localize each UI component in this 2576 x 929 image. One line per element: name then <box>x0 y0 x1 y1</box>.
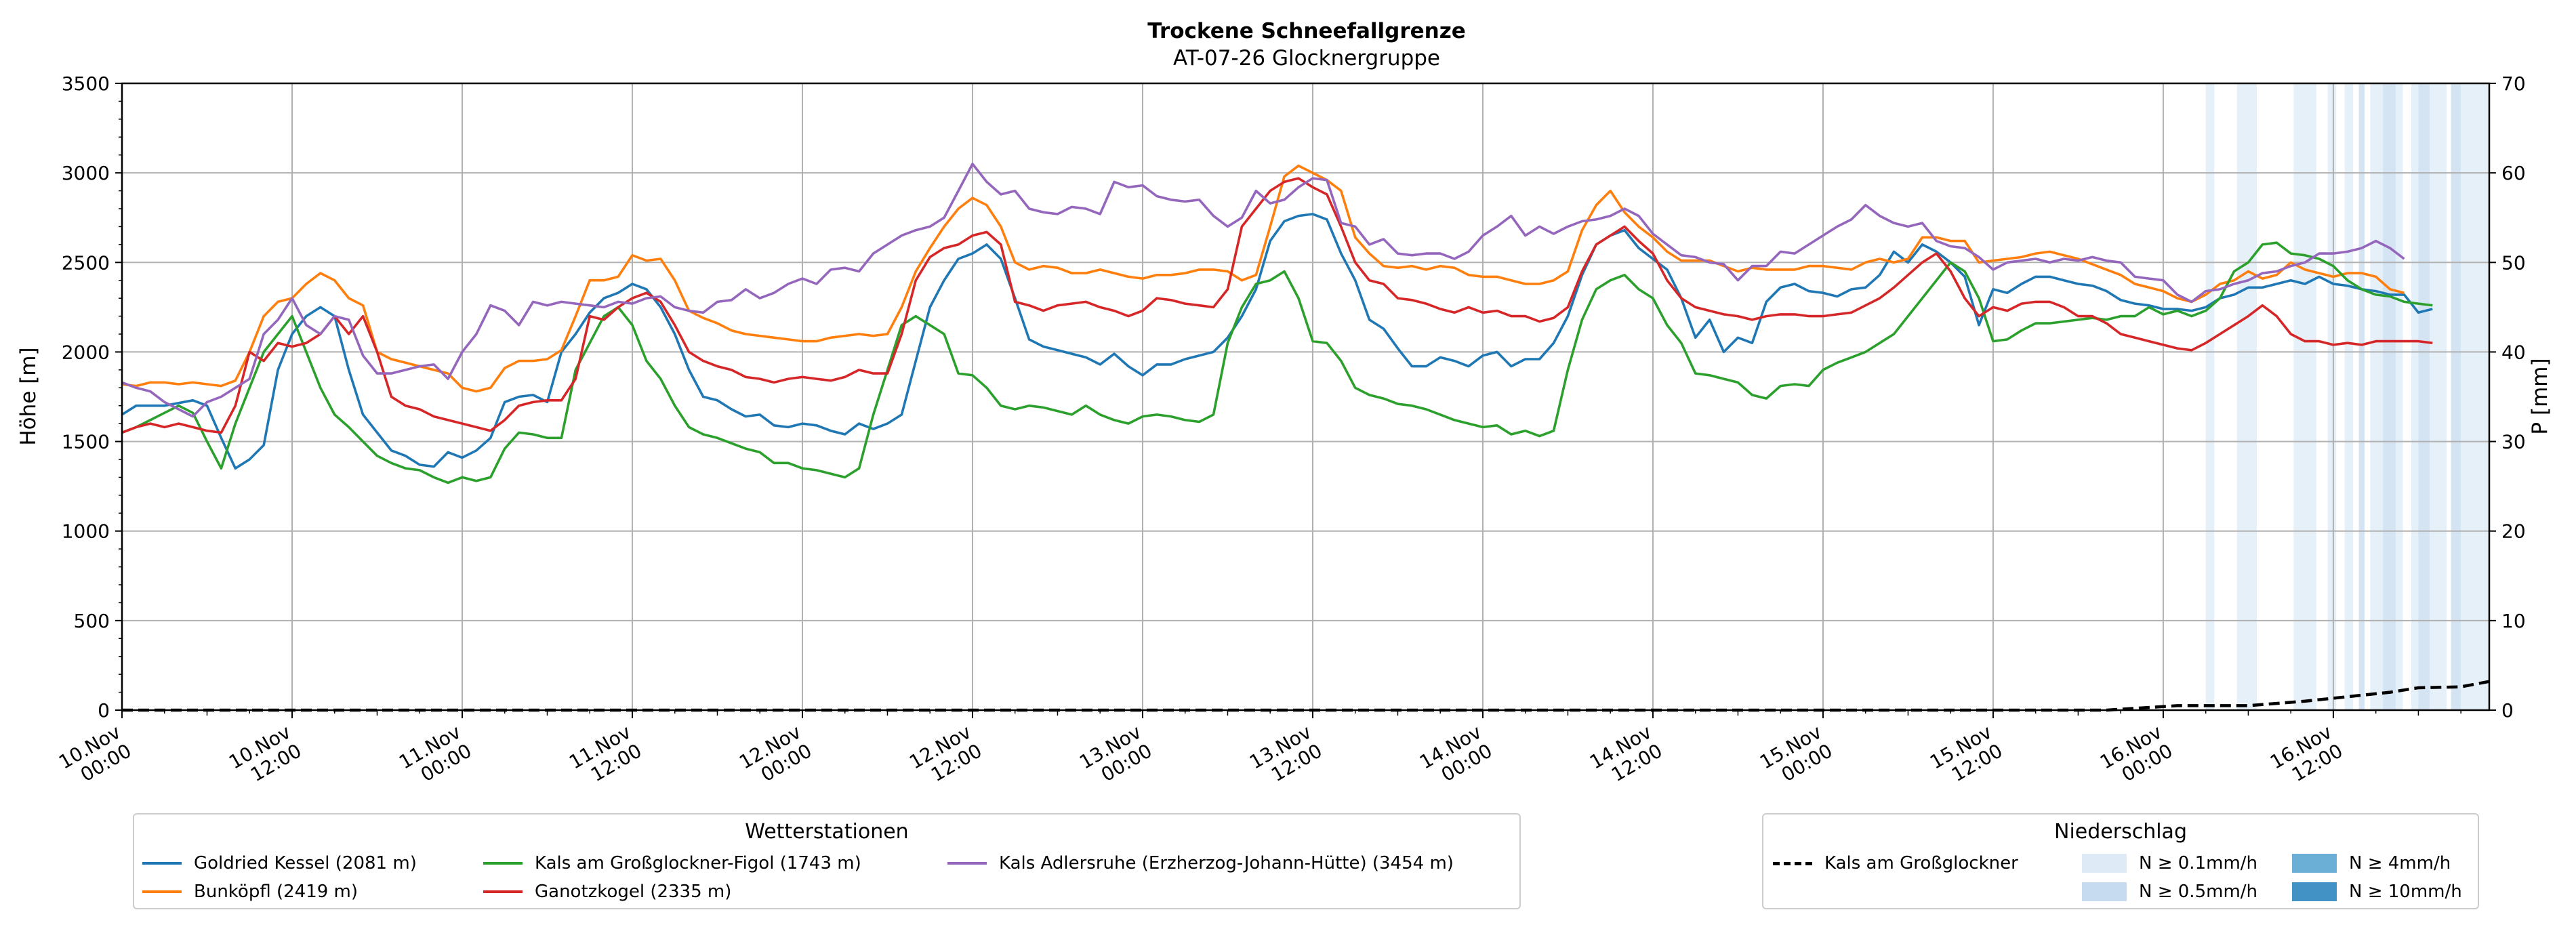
legend-swatch-block <box>2082 854 2127 873</box>
series-layer <box>121 163 2490 712</box>
legend-swatch <box>483 890 523 893</box>
legend-entry-precip-05: N ≥ 0.5mm/h <box>2082 882 2257 902</box>
y-tick-label-left: 3500 <box>62 73 110 95</box>
legend-entry-figol: Kals am Großglockner-Figol (1743 m) <box>483 853 861 873</box>
precip-band <box>2461 83 2489 710</box>
legend-swatch <box>142 862 182 865</box>
legend-label: Kals am Großglockner-Figol (1743 m) <box>535 853 861 873</box>
legend-entry-precip-01: N ≥ 0.1mm/h <box>2082 853 2257 873</box>
legend-entry-precip-10: N ≥ 10mm/h <box>2292 882 2462 902</box>
precip-band <box>2358 83 2365 710</box>
y-tick-label-left: 2000 <box>62 341 110 363</box>
legend-entry-goldried: Goldried Kessel (2081 m) <box>142 853 417 873</box>
legend-label: Kals am Großglockner <box>1824 853 2018 873</box>
chart-title: Trockene Schneefallgrenze <box>1147 19 1466 43</box>
legend-label: Goldried Kessel (2081 m) <box>194 853 417 873</box>
precip-band <box>2395 83 2403 710</box>
precip-band <box>2327 83 2337 710</box>
legend-entry-precip-4: N ≥ 4mm/h <box>2292 853 2451 873</box>
legend-stations: Wetterstationen Goldried Kessel (2081 m)… <box>133 813 1521 909</box>
legend-entry-precip-line: Kals am Großglockner <box>1773 853 2018 873</box>
series-line-1 <box>121 164 2405 393</box>
legend-swatch <box>483 862 523 865</box>
legend-precip-title: Niederschlag <box>2054 820 2187 844</box>
chart-subtitle: AT-07-26 Glocknergruppe <box>1173 46 1440 70</box>
y-tick-label-right: 30 <box>2501 431 2526 453</box>
y-tick-label-left: 2500 <box>62 251 110 274</box>
legend-label: N ≥ 10mm/h <box>2349 882 2462 902</box>
precip-line <box>122 680 2490 712</box>
precip-bands <box>2205 83 2489 710</box>
legend-precip: Niederschlag Kals am Großglockner N ≥ 0.… <box>1762 813 2479 909</box>
y-axis-label-right: P [mm] <box>2528 358 2552 434</box>
legend-swatch-dashed <box>1773 861 1812 865</box>
legend-swatch-block <box>2082 882 2127 901</box>
y-tick-label-left: 3000 <box>62 162 110 184</box>
series-line-4 <box>121 163 2405 418</box>
legend-label: Kals Adlersruhe (Erzherzog-Johann-Hütte)… <box>999 853 1454 873</box>
legend-label: Bunköpfl (2419 m) <box>194 882 359 902</box>
precip-band <box>2236 83 2257 710</box>
series-line-2 <box>121 241 2433 484</box>
precip-band <box>2383 83 2396 710</box>
y-tick-label-right: 10 <box>2501 610 2526 632</box>
y-tick-label-right: 50 <box>2501 251 2526 274</box>
precip-band <box>2418 83 2430 710</box>
y-tick-label-right: 40 <box>2501 341 2526 363</box>
y-tick-label-right: 60 <box>2501 162 2526 184</box>
precip-band <box>2344 83 2354 710</box>
legend-swatch-block <box>2292 882 2337 901</box>
legend-entry-ganotzkogel: Ganotzkogel (2335 m) <box>483 882 731 902</box>
legend-stations-title: Wetterstationen <box>745 820 909 844</box>
legend-entry-adlersruhe: Kals Adlersruhe (Erzherzog-Johann-Hütte)… <box>947 853 1454 873</box>
y-tick-label-right: 70 <box>2501 73 2526 95</box>
precip-band <box>2451 83 2461 710</box>
precip-band <box>2293 83 2316 710</box>
y-tick-label-left: 500 <box>74 610 110 632</box>
y-tick-label-right: 20 <box>2501 520 2526 543</box>
y-tick-label-left: 0 <box>98 699 110 722</box>
y-tick-label-left: 1000 <box>62 520 110 543</box>
series-line-0 <box>121 213 2433 470</box>
precip-band <box>2411 83 2419 710</box>
plot-frame <box>121 82 2491 711</box>
precip-band <box>2370 83 2384 710</box>
legend-label: N ≥ 0.1mm/h <box>2139 853 2258 873</box>
y-tick-label-left: 1500 <box>62 431 110 453</box>
legend-label: N ≥ 4mm/h <box>2349 853 2451 873</box>
grid-lines <box>121 83 2489 711</box>
y-axis-label-left: Höhe [m] <box>16 347 41 445</box>
legend-entry-bunkoepfl: Bunköpfl (2419 m) <box>142 882 358 902</box>
precip-band <box>2435 83 2447 710</box>
series-line-3 <box>121 177 2433 434</box>
legend-label: Ganotzkogel (2335 m) <box>535 882 732 902</box>
precip-band <box>2430 83 2436 710</box>
legend-swatch-block <box>2292 854 2337 873</box>
y-tick-label-right: 0 <box>2501 699 2514 722</box>
precip-band <box>2205 83 2215 710</box>
legend-label: N ≥ 0.5mm/h <box>2139 882 2258 902</box>
legend-swatch <box>947 862 987 865</box>
legend-swatch <box>142 890 182 893</box>
